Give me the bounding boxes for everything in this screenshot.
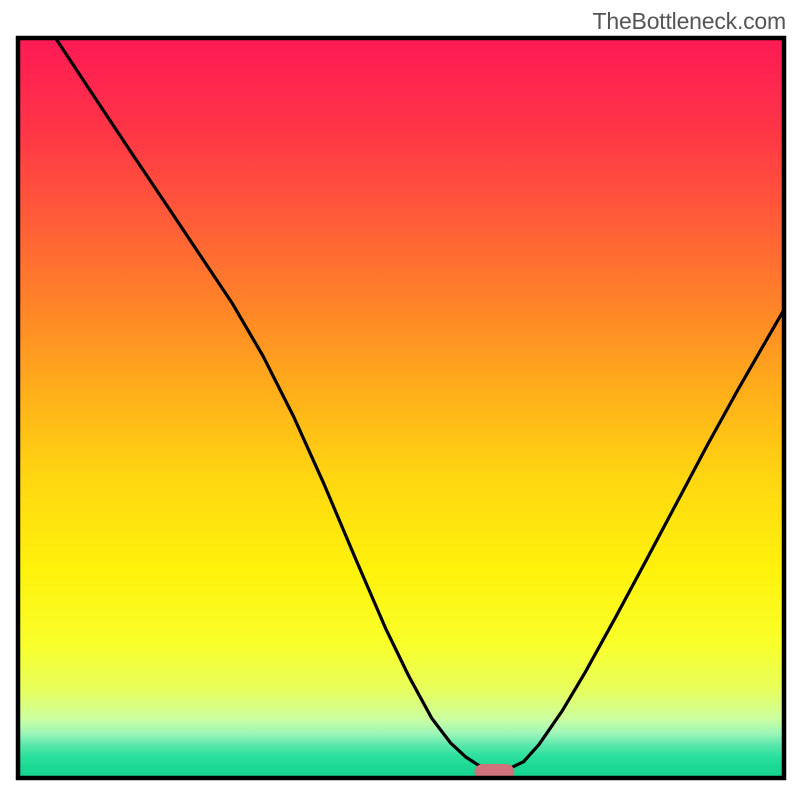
- bottleneck-chart: [0, 0, 800, 800]
- plot-background: [18, 38, 784, 778]
